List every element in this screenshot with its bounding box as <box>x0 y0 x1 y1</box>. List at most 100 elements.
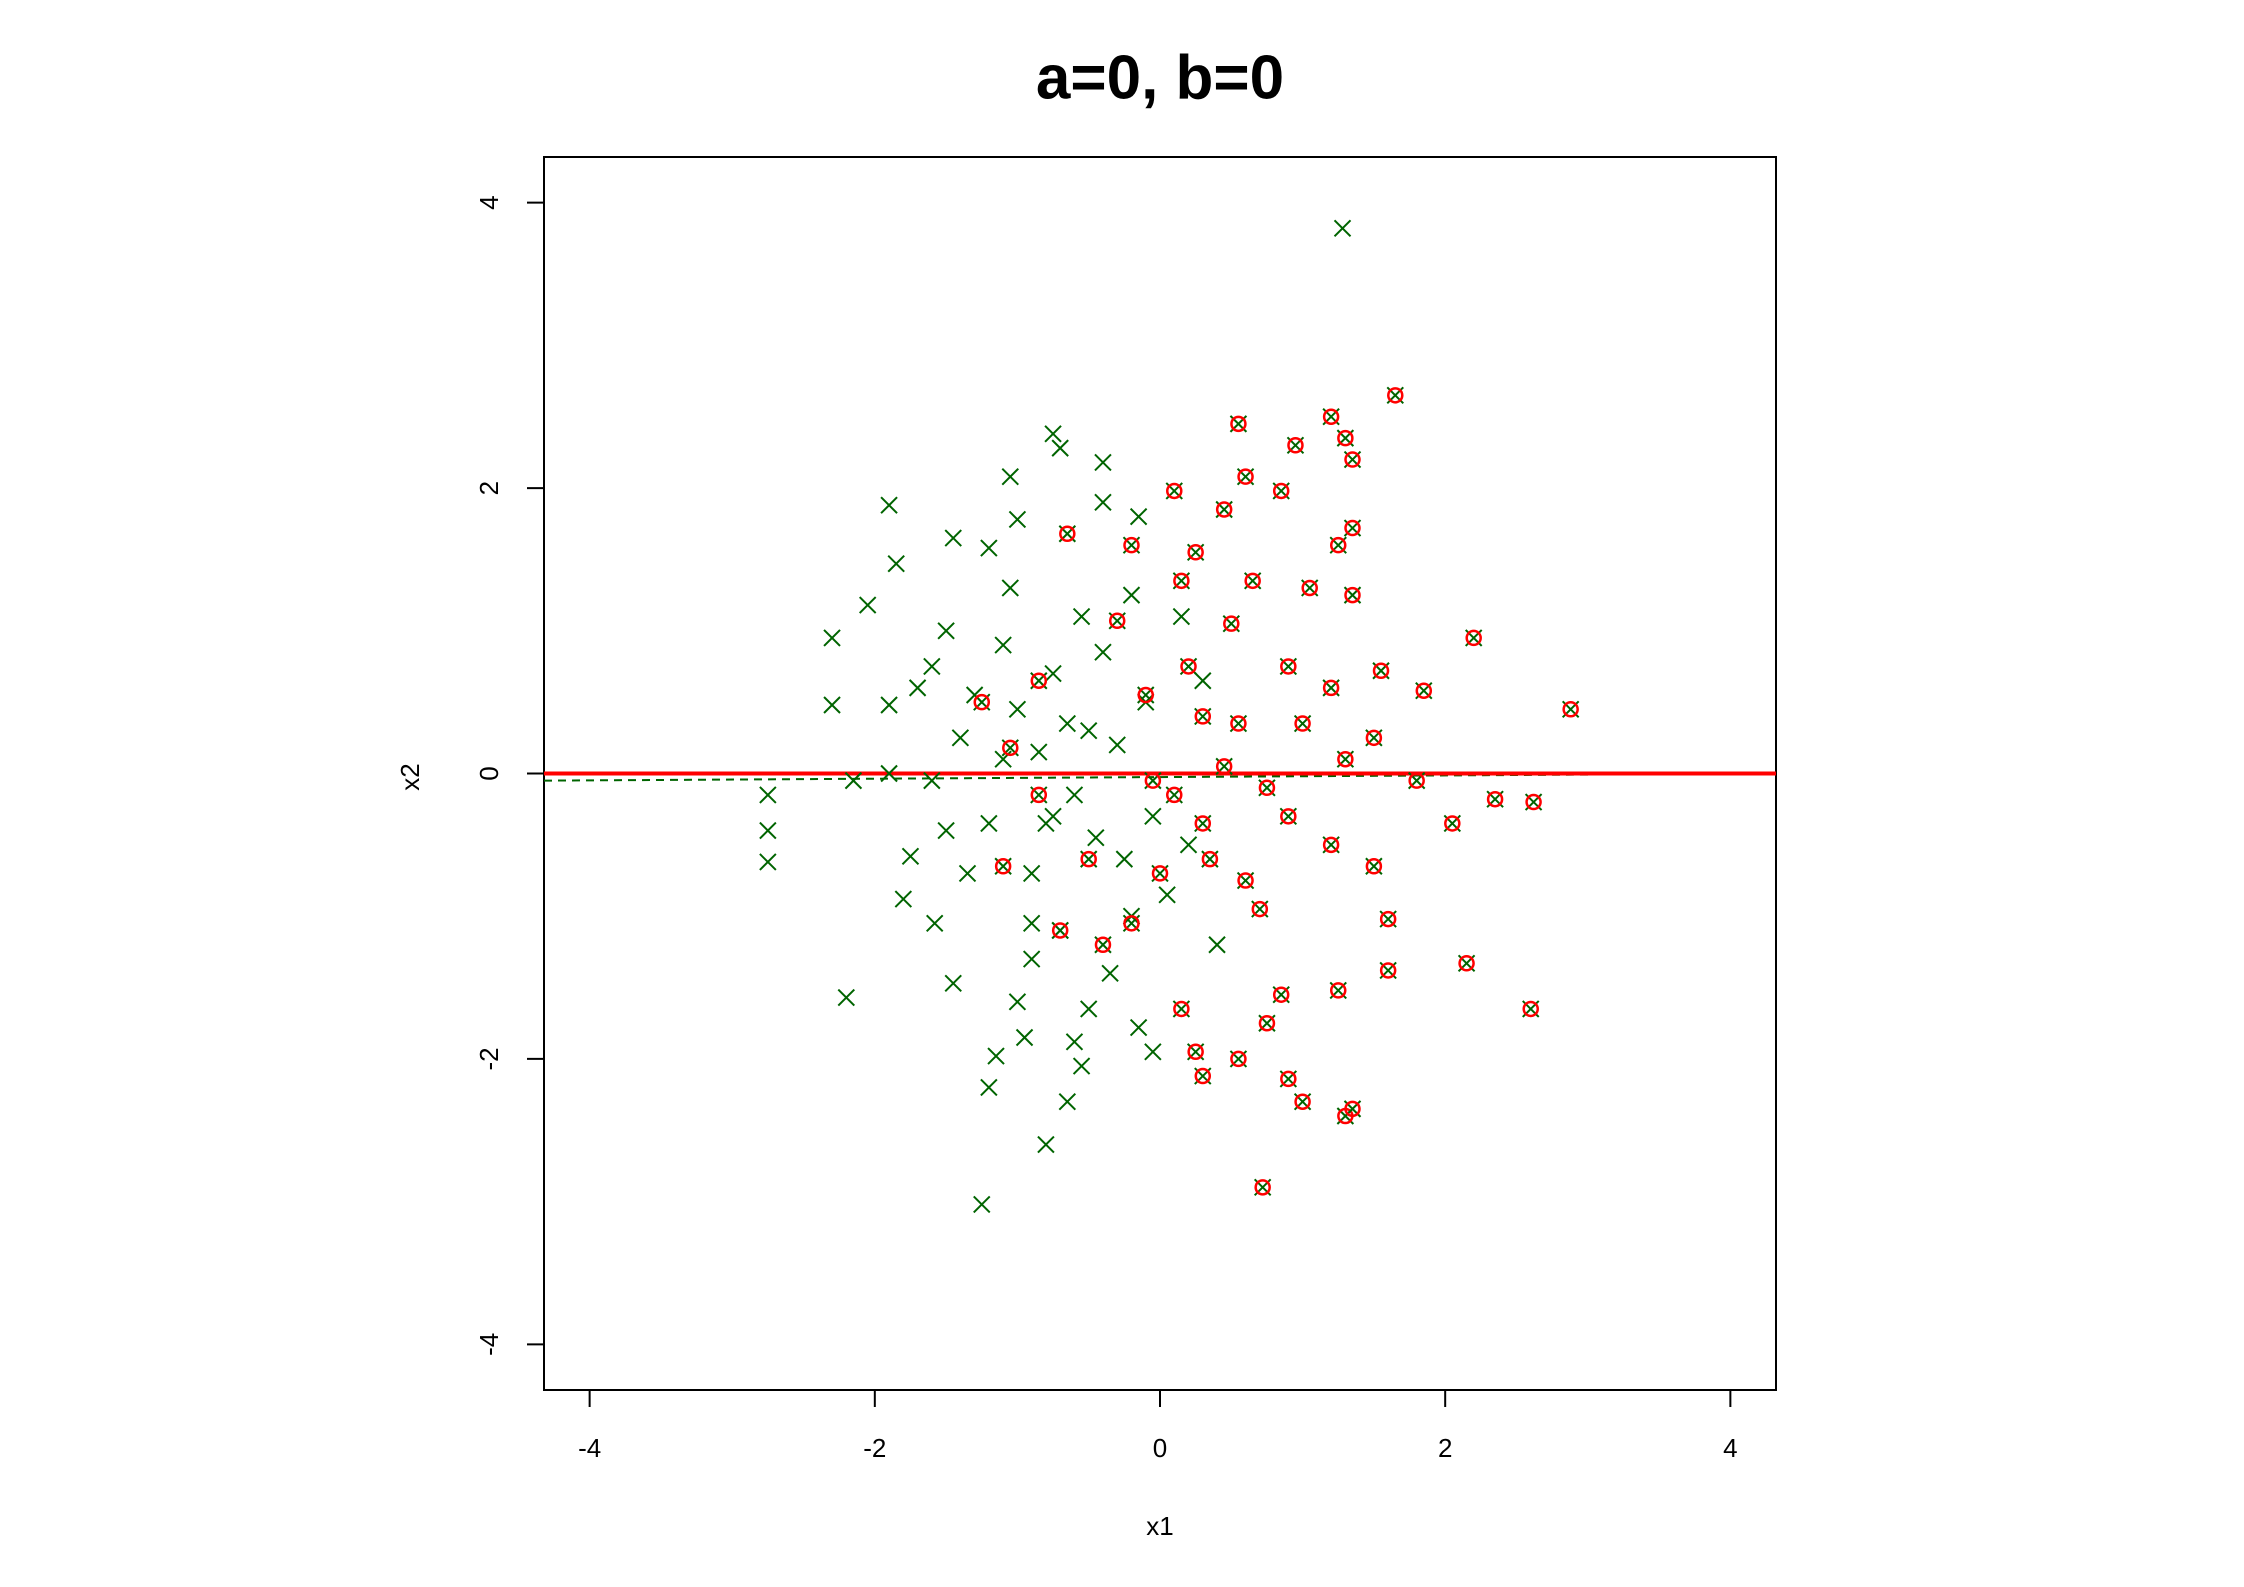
cross <box>1144 1043 1162 1061</box>
point <box>1522 1000 1540 1018</box>
circle-marker <box>1458 955 1475 972</box>
cross <box>1058 1093 1077 1111</box>
cross <box>1001 579 1019 597</box>
point <box>1037 1135 1055 1154</box>
cross <box>1022 950 1041 968</box>
point <box>1293 714 1312 733</box>
circle-marker <box>1337 750 1354 768</box>
point <box>1372 662 1390 680</box>
point <box>1087 829 1105 847</box>
point <box>894 890 913 908</box>
point <box>925 914 944 933</box>
cross <box>759 853 777 871</box>
cross <box>958 864 977 883</box>
point <box>1058 714 1077 733</box>
circle-marker <box>1194 815 1212 832</box>
x-tick-label: 0 <box>1153 1433 1167 1463</box>
circle-marker <box>1187 544 1204 561</box>
point <box>1186 543 1205 562</box>
cross <box>1044 807 1062 826</box>
cross <box>1030 743 1048 761</box>
point <box>1258 779 1276 797</box>
point <box>1172 1000 1191 1018</box>
cross <box>1008 993 1027 1011</box>
point <box>858 596 877 614</box>
circle-marker <box>1254 1179 1271 1196</box>
cross <box>1194 672 1212 690</box>
point <box>1151 864 1169 883</box>
point <box>823 696 841 714</box>
chart-title: a=0, b=0 <box>1036 43 1284 112</box>
point <box>1101 964 1119 982</box>
point <box>1322 836 1340 854</box>
point <box>1137 686 1155 704</box>
point <box>1165 482 1183 500</box>
circle-marker <box>1237 872 1254 889</box>
cross <box>1079 721 1098 740</box>
point <box>1172 572 1191 590</box>
point <box>1415 682 1433 700</box>
point <box>1293 1093 1312 1111</box>
point <box>1301 579 1319 597</box>
y-tick-label: -2 <box>474 1047 504 1070</box>
circle-marker <box>1030 786 1048 804</box>
point <box>1051 921 1069 940</box>
point <box>1194 707 1212 726</box>
circle-marker <box>1258 1014 1276 1032</box>
circle-marker <box>1280 808 1297 825</box>
cross <box>1058 714 1077 733</box>
circle-marker <box>1144 772 1162 789</box>
circle-marker <box>1294 1093 1311 1110</box>
cross <box>923 657 941 676</box>
point <box>944 529 962 547</box>
cross <box>1115 850 1134 868</box>
point <box>1443 814 1462 833</box>
circle-marker <box>1387 387 1404 404</box>
point <box>1008 510 1027 529</box>
point <box>1015 1028 1034 1047</box>
cross <box>908 679 927 697</box>
point <box>1258 1014 1276 1032</box>
point <box>1272 482 1290 500</box>
circle-marker <box>1372 662 1390 679</box>
circle-marker <box>1173 572 1190 590</box>
circle-marker <box>1173 1000 1190 1018</box>
cross <box>1179 836 1198 854</box>
point <box>1108 736 1126 754</box>
cross <box>944 529 962 547</box>
point <box>951 729 970 747</box>
circle-marker <box>1059 525 1076 542</box>
cross <box>1015 1028 1034 1047</box>
cross <box>1001 467 1019 486</box>
point <box>1215 500 1233 519</box>
point <box>1194 672 1212 690</box>
cross <box>1072 607 1091 626</box>
circle-marker <box>1344 1100 1361 1118</box>
point <box>1243 572 1262 590</box>
point <box>1058 525 1077 543</box>
circle-marker <box>1244 572 1261 590</box>
circle-marker <box>1344 586 1361 604</box>
point <box>1179 836 1198 854</box>
cross <box>823 696 841 714</box>
point <box>908 679 927 697</box>
point <box>1194 1067 1212 1085</box>
point <box>1229 714 1248 733</box>
circle-marker <box>1329 536 1347 554</box>
point <box>1072 1057 1091 1075</box>
point <box>1229 415 1248 433</box>
point <box>1236 871 1255 890</box>
point <box>1279 657 1298 676</box>
circle-marker <box>1365 858 1383 875</box>
cross <box>980 539 998 557</box>
circle-marker <box>1322 408 1340 425</box>
cross <box>1101 964 1119 982</box>
cross <box>1022 914 1041 933</box>
cross <box>1065 786 1084 804</box>
point <box>1279 1070 1298 1088</box>
point <box>901 847 920 865</box>
point <box>1079 1000 1098 1018</box>
point <box>1343 519 1362 537</box>
point <box>987 1047 1005 1065</box>
